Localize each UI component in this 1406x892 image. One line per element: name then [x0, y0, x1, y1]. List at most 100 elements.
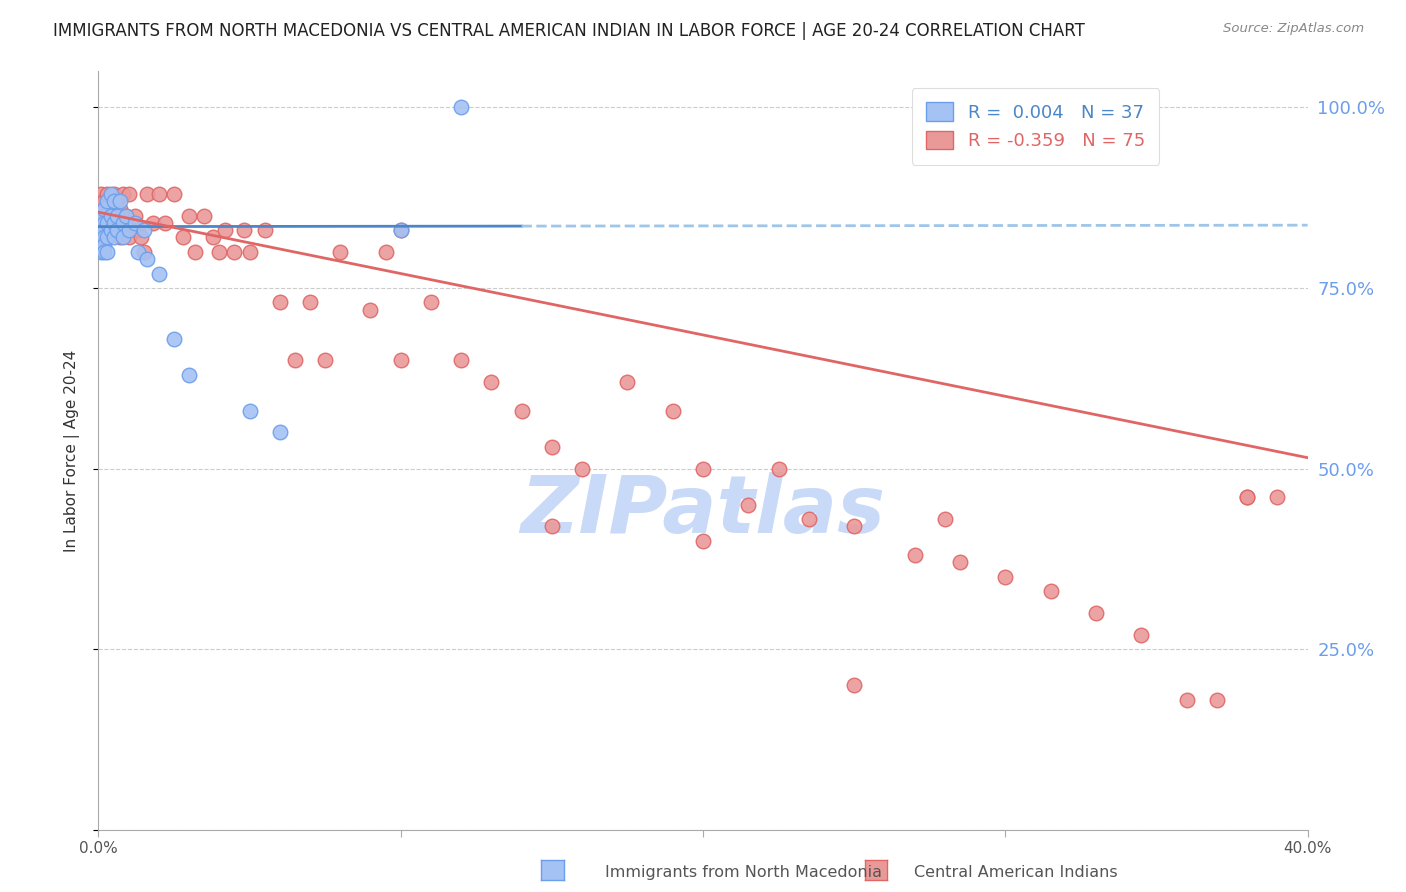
- Point: [389, 223, 412, 237]
- Point: [844, 678, 866, 692]
- Point: [389, 353, 412, 368]
- Text: ZIPatlas: ZIPatlas: [520, 472, 886, 550]
- Point: [114, 209, 136, 223]
- Point: [93, 194, 115, 209]
- Point: [374, 244, 396, 259]
- Point: [118, 223, 141, 237]
- Point: [284, 353, 307, 368]
- Point: [148, 267, 170, 281]
- Point: [1206, 692, 1229, 706]
- Point: [510, 403, 533, 417]
- Point: [127, 244, 149, 259]
- Point: [96, 194, 118, 209]
- Point: [934, 512, 956, 526]
- Point: [93, 237, 115, 252]
- Point: [737, 498, 759, 512]
- Point: [96, 244, 118, 259]
- Point: [114, 209, 136, 223]
- Point: [692, 533, 714, 548]
- Point: [949, 555, 972, 569]
- Point: [450, 353, 472, 368]
- Point: [1267, 491, 1289, 505]
- Point: [132, 244, 155, 259]
- Point: [214, 223, 236, 237]
- Point: [661, 403, 683, 417]
- Point: [93, 209, 115, 223]
- Point: [1130, 627, 1153, 641]
- Point: [239, 403, 262, 417]
- Point: [239, 244, 262, 259]
- Point: [389, 223, 412, 237]
- Point: [540, 440, 562, 454]
- Point: [105, 194, 128, 209]
- Text: Source: ZipAtlas.com: Source: ZipAtlas.com: [1223, 22, 1364, 36]
- Point: [108, 202, 131, 216]
- Point: [269, 295, 291, 310]
- Point: [135, 252, 157, 266]
- Point: [108, 194, 131, 209]
- Point: [1175, 692, 1198, 706]
- Text: Immigrants from North Macedonia: Immigrants from North Macedonia: [605, 865, 882, 880]
- Point: [111, 230, 134, 244]
- Point: [93, 216, 115, 230]
- Point: [1039, 584, 1062, 599]
- Point: [571, 461, 593, 475]
- Point: [202, 230, 225, 244]
- Point: [208, 244, 231, 259]
- Point: [105, 223, 128, 237]
- Point: [100, 194, 122, 209]
- Point: [90, 187, 112, 202]
- Point: [96, 216, 118, 230]
- Point: [193, 209, 215, 223]
- Text: IMMIGRANTS FROM NORTH MACEDONIA VS CENTRAL AMERICAN INDIAN IN LABOR FORCE | AGE : IMMIGRANTS FROM NORTH MACEDONIA VS CENTR…: [53, 22, 1085, 40]
- Point: [481, 375, 503, 389]
- Point: [100, 187, 122, 202]
- Point: [96, 216, 118, 230]
- Point: [124, 209, 146, 223]
- Point: [450, 100, 472, 114]
- Point: [269, 425, 291, 440]
- Point: [96, 187, 118, 202]
- Point: [768, 461, 790, 475]
- Point: [232, 223, 254, 237]
- Point: [103, 216, 125, 230]
- Point: [111, 216, 134, 230]
- Point: [93, 202, 115, 216]
- Legend: R =  0.004   N = 37, R = -0.359   N = 75: R = 0.004 N = 37, R = -0.359 N = 75: [912, 88, 1160, 165]
- Point: [127, 223, 149, 237]
- Point: [100, 223, 122, 237]
- Point: [1236, 491, 1258, 505]
- Point: [96, 230, 118, 244]
- Point: [93, 223, 115, 237]
- Point: [105, 223, 128, 237]
- Point: [132, 223, 155, 237]
- Point: [100, 223, 122, 237]
- Point: [179, 209, 201, 223]
- Point: [105, 209, 128, 223]
- Point: [1085, 606, 1108, 620]
- Point: [420, 295, 443, 310]
- Point: [1236, 491, 1258, 505]
- Point: [93, 230, 115, 244]
- Point: [360, 302, 382, 317]
- Point: [299, 295, 322, 310]
- Point: [163, 332, 186, 346]
- Point: [129, 230, 152, 244]
- Text: Central American Indians: Central American Indians: [914, 865, 1118, 880]
- Point: [118, 230, 141, 244]
- Point: [100, 209, 122, 223]
- Point: [797, 512, 820, 526]
- Point: [314, 353, 336, 368]
- Point: [148, 187, 170, 202]
- Point: [540, 519, 562, 533]
- Point: [135, 187, 157, 202]
- Point: [904, 548, 927, 562]
- Point: [90, 209, 112, 223]
- Point: [90, 230, 112, 244]
- Point: [224, 244, 246, 259]
- Point: [90, 244, 112, 259]
- Point: [103, 187, 125, 202]
- Point: [253, 223, 276, 237]
- Point: [103, 230, 125, 244]
- Y-axis label: In Labor Force | Age 20-24: In Labor Force | Age 20-24: [65, 350, 80, 551]
